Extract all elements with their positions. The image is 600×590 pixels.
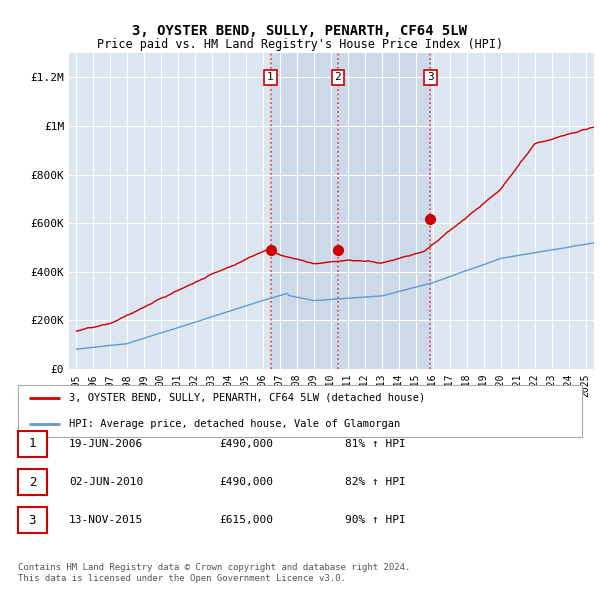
- Text: 3, OYSTER BEND, SULLY, PENARTH, CF64 5LW: 3, OYSTER BEND, SULLY, PENARTH, CF64 5LW: [133, 24, 467, 38]
- Text: 13-NOV-2015: 13-NOV-2015: [69, 516, 143, 525]
- Text: 3, OYSTER BEND, SULLY, PENARTH, CF64 5LW (detached house): 3, OYSTER BEND, SULLY, PENARTH, CF64 5LW…: [69, 393, 425, 402]
- Text: 81% ↑ HPI: 81% ↑ HPI: [345, 439, 406, 448]
- Text: 2: 2: [334, 73, 341, 83]
- Text: 3: 3: [427, 73, 434, 83]
- Text: £615,000: £615,000: [219, 516, 273, 525]
- Text: 1: 1: [267, 73, 274, 83]
- Text: 90% ↑ HPI: 90% ↑ HPI: [345, 516, 406, 525]
- Text: Contains HM Land Registry data © Crown copyright and database right 2024.
This d: Contains HM Land Registry data © Crown c…: [18, 563, 410, 583]
- Text: 82% ↑ HPI: 82% ↑ HPI: [345, 477, 406, 487]
- Text: 3: 3: [29, 514, 36, 527]
- Text: Price paid vs. HM Land Registry's House Price Index (HPI): Price paid vs. HM Land Registry's House …: [97, 38, 503, 51]
- Bar: [271, 53, 430, 369]
- Text: £490,000: £490,000: [219, 439, 273, 448]
- Text: £490,000: £490,000: [219, 477, 273, 487]
- Text: 19-JUN-2006: 19-JUN-2006: [69, 439, 143, 448]
- Text: 2: 2: [29, 476, 36, 489]
- Text: 02-JUN-2010: 02-JUN-2010: [69, 477, 143, 487]
- Text: 1: 1: [29, 437, 36, 450]
- Text: HPI: Average price, detached house, Vale of Glamorgan: HPI: Average price, detached house, Vale…: [69, 419, 400, 428]
